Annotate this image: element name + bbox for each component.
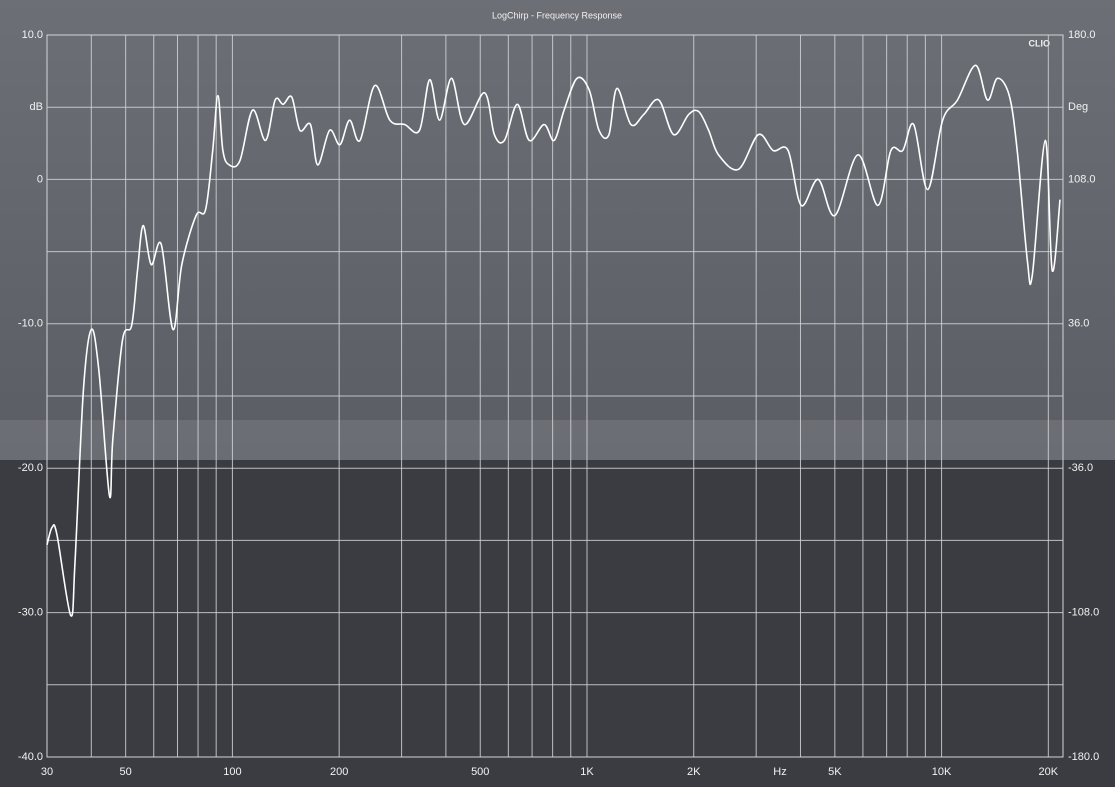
brand: CLIO — [1029, 38, 1051, 48]
y2-tick-label: -108.0 — [1068, 607, 1099, 619]
x-tick-label: 200 — [330, 766, 348, 778]
y-tick-label: -30.0 — [18, 607, 43, 619]
x-tick-label: 500 — [471, 766, 489, 778]
y2-tick-label: 180.0 — [1068, 29, 1096, 41]
x-tick-label: 20K — [1039, 766, 1059, 778]
x-tick-label: 5K — [828, 766, 842, 778]
y-tick-label: -20.0 — [18, 462, 43, 474]
glare — [0, 420, 1115, 460]
x-axis-label: Hz — [773, 766, 786, 778]
response-curve — [46, 64, 1061, 617]
background-bottom — [0, 460, 1115, 782]
y2-tick-label: 108.0 — [1068, 173, 1096, 185]
x-tick-label: 2K — [687, 766, 701, 778]
y-tick-label: 10.0 — [22, 29, 43, 41]
y-tick-label: dB — [30, 101, 43, 113]
y-tick-label: -40.0 — [18, 751, 43, 763]
y2-tick-label: -180.0 — [1068, 751, 1099, 763]
x-tick-label: 1K — [580, 766, 594, 778]
y2-tick-label: -36.0 — [1068, 462, 1093, 474]
background-top — [0, 0, 1115, 460]
x-tick-label: 30 — [41, 766, 53, 778]
x-tick-label: 100 — [223, 766, 241, 778]
chart-title: LogChirp - Frequency Response — [492, 10, 622, 20]
x-tick-label: 50 — [120, 766, 132, 778]
y2-tick-label: 36.0 — [1068, 318, 1089, 330]
y-tick-label: 0 — [37, 173, 43, 185]
y2-tick-label: Deg — [1068, 101, 1088, 113]
y-tick-label: -10.0 — [18, 318, 43, 330]
x-tick-label: 10K — [932, 766, 952, 778]
